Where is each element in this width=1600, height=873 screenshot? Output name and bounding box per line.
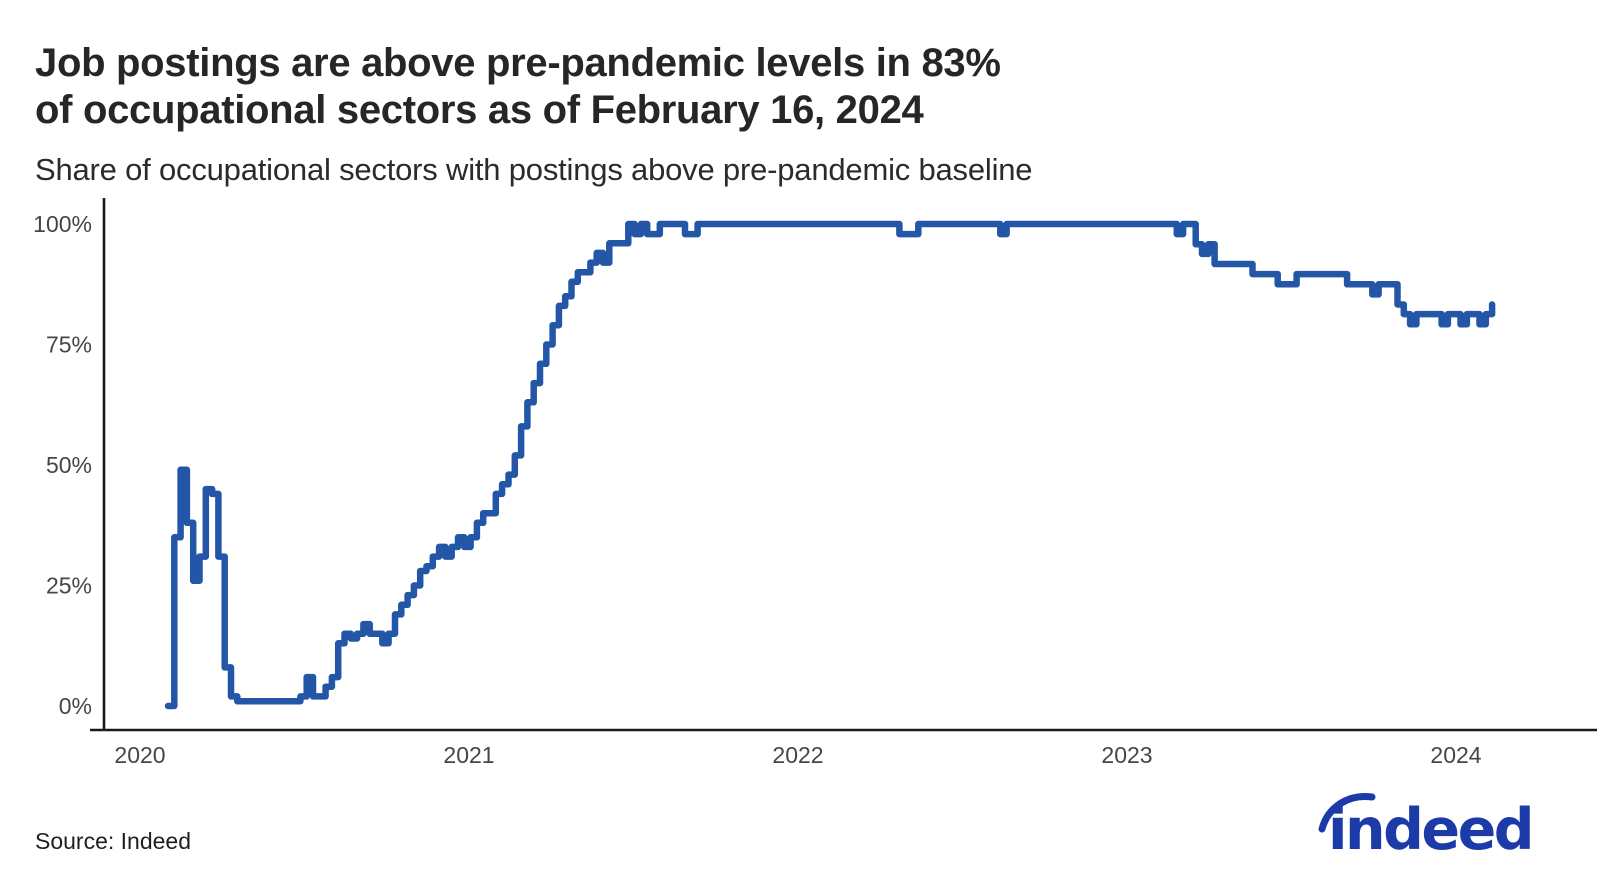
y-tick-label: 50% — [46, 452, 92, 478]
title-line-2: of occupational sectors as of February 1… — [35, 88, 924, 133]
source-note: Source: Indeed — [35, 828, 192, 854]
x-tick-label: 2023 — [1101, 742, 1152, 768]
data-line — [164, 220, 1496, 710]
indeed-logo: indeed — [1318, 793, 1535, 857]
y-tick-label: 75% — [46, 332, 92, 358]
indeed-logo-arc — [1318, 793, 1376, 833]
chart-subtitle: Share of occupational sectors with posti… — [35, 152, 1033, 187]
y-tick-label: 0% — [59, 693, 92, 719]
title-line-1: Job postings are above pre-pandemic leve… — [35, 41, 1001, 85]
page-title: Job postings are above pre-pandemic leve… — [35, 40, 1001, 134]
x-tick-label: 2024 — [1430, 742, 1481, 768]
x-tick-label: 2020 — [114, 742, 165, 768]
x-tick-label: 2021 — [443, 742, 494, 768]
y-tick-label: 25% — [46, 573, 92, 599]
x-tick-label: 2022 — [772, 742, 823, 768]
indeed-logo-text: indeed — [1328, 797, 1532, 857]
y-tick-label: 100% — [33, 211, 92, 237]
